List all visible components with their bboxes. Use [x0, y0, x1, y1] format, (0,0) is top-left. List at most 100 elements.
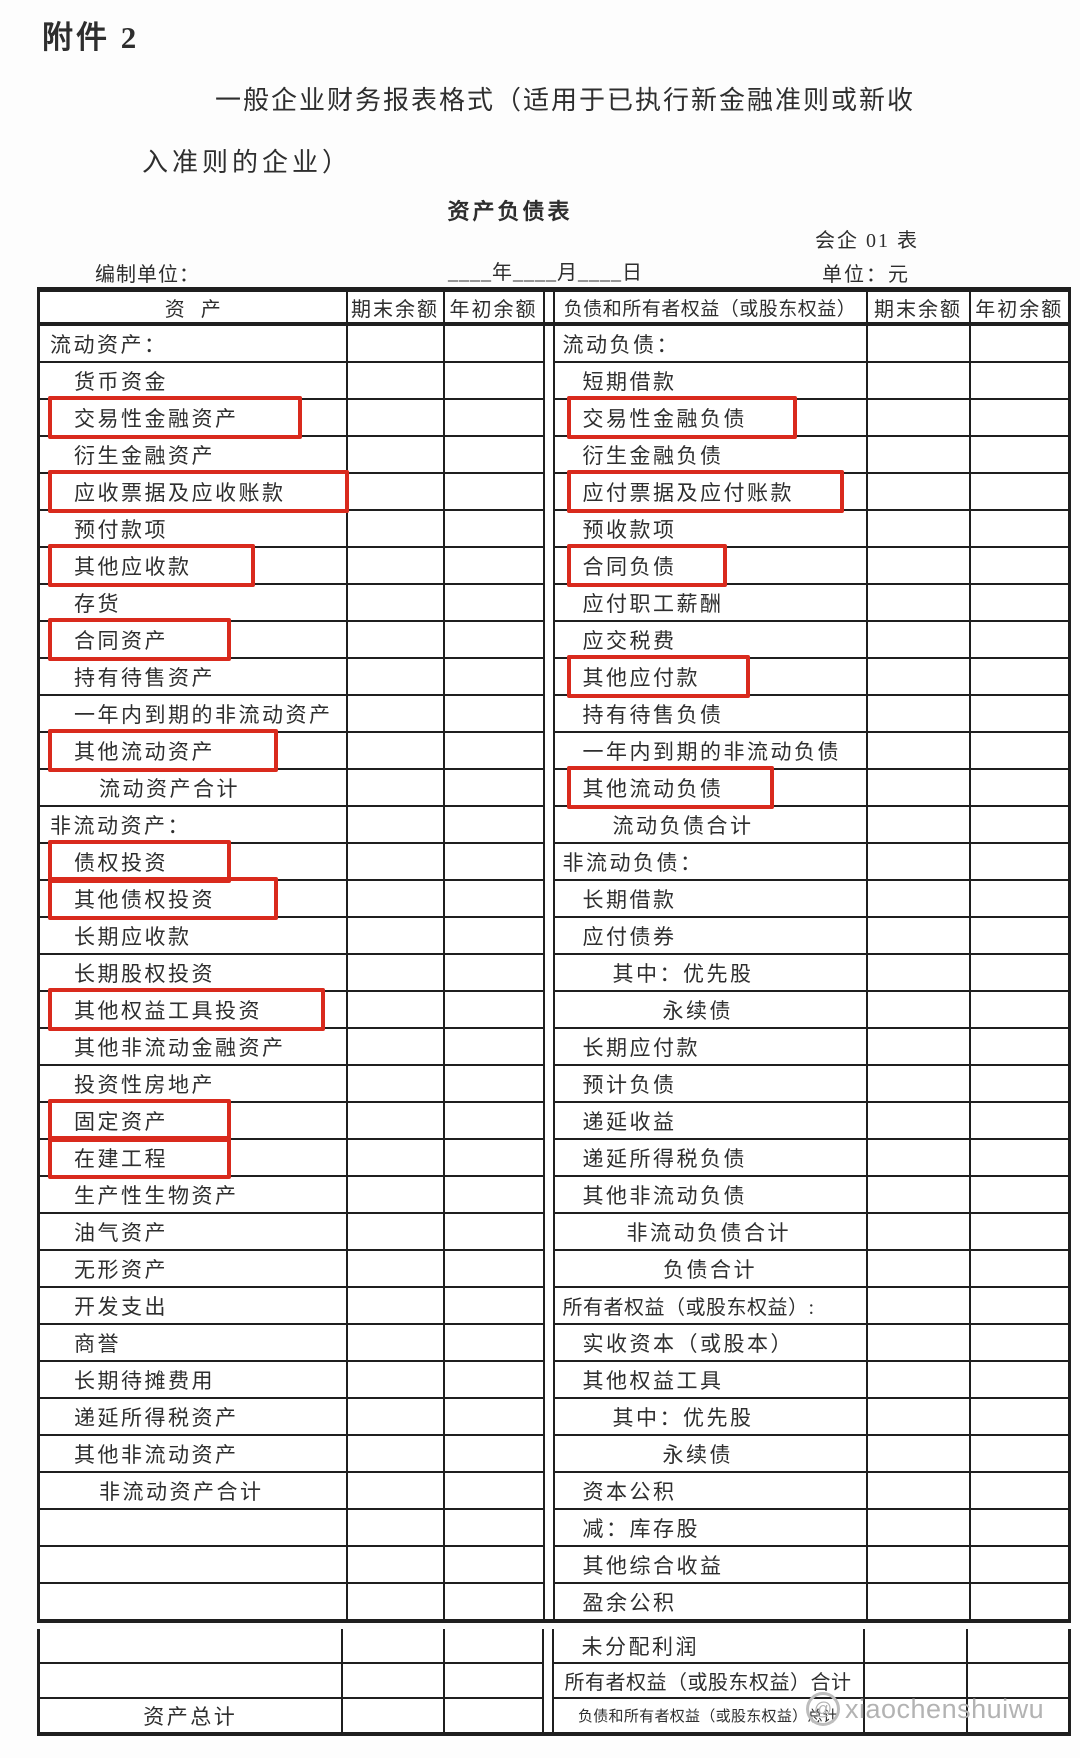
liability-beginning-balance-cell	[968, 916, 1071, 955]
liability-ending-balance-cell	[865, 398, 971, 437]
row-label: 永续债	[662, 1442, 733, 1467]
asset-name-cell	[37, 1582, 348, 1622]
liability-name-cell: 其他非流动负债	[552, 1175, 868, 1214]
row-label: 流动负债：	[562, 332, 680, 357]
document-title-line1: 一般企业财务报表格式（适用于已执行新金融准则或新收	[215, 86, 916, 115]
asset-name-cell: 资产总计	[37, 1697, 343, 1735]
liability-beginning-balance-cell	[968, 731, 1071, 770]
liability-beginning-balance-cell	[968, 1545, 1071, 1584]
liability-ending-balance-cell	[865, 472, 971, 511]
asset-name-cell: 固定资产	[37, 1099, 348, 1142]
balance-sheet-main-table: 资产 期末余额 年初余额 负债和所有者权益（或股东权益） 期末余额 年初余额 流…	[37, 287, 1071, 1623]
asset-ending-balance-cell	[345, 1323, 445, 1362]
balance-sheet-footer-table: 未分配利润所有者权益（或股东权益）合计 资产总计 负债和所有者权益（或股东权益）总计	[37, 1629, 1071, 1736]
liability-name-cell: 长期应付款	[552, 1027, 868, 1066]
asset-beginning-balance-cell	[442, 398, 545, 437]
asset-beginning-balance-cell	[442, 916, 545, 955]
asset-name-cell	[37, 1662, 343, 1699]
liability-name-cell: 预收款项	[552, 509, 868, 548]
asset-ending-balance-cell	[345, 1212, 445, 1251]
row-label: 所有者权益（或股东权益）:	[562, 1297, 815, 1319]
liability-name-cell: 非流动负债合计	[552, 1212, 868, 1251]
center-divider-cell	[542, 621, 555, 658]
center-divider-cell	[542, 473, 555, 510]
liability-name-cell: 其他权益工具	[552, 1360, 868, 1399]
asset-beginning-balance-cell	[442, 1323, 545, 1362]
asset-name-cell: 其他债权投资	[37, 877, 348, 920]
liability-name-cell: 减：库存股	[552, 1508, 868, 1547]
row-label: 货币资金	[74, 369, 168, 394]
liability-ending-balance-cell	[865, 1434, 971, 1473]
liability-beginning-balance-cell	[968, 805, 1071, 844]
asset-beginning-balance-cell	[442, 1027, 545, 1066]
asset-name-cell: 其他流动资产	[37, 729, 348, 772]
liability-name-cell: 其他应付款	[552, 655, 868, 698]
asset-ending-balance-cell	[345, 1397, 445, 1436]
table-row: 衍生金融资产 衍生金融负债	[37, 435, 1071, 474]
asset-name-cell: 流动资产：	[37, 323, 348, 363]
row-label: 递延所得税负债	[582, 1146, 747, 1171]
row-label: 合同资产	[74, 628, 168, 653]
asset-beginning-balance-cell	[442, 1064, 545, 1103]
liability-beginning-balance-cell	[968, 435, 1071, 474]
row-label: 负债和所有者权益（或股东权益）总计	[577, 1709, 839, 1725]
liability-name-cell: 负债和所有者权益（或股东权益）总计	[551, 1697, 865, 1735]
liability-beginning-balance-cell	[968, 1286, 1071, 1325]
asset-ending-balance-cell	[345, 1508, 445, 1547]
row-label: 合同负债	[582, 554, 677, 579]
liability-ending-balance-cell	[865, 1027, 971, 1066]
center-divider-cell	[542, 1324, 555, 1361]
liability-ending-balance-cell	[865, 323, 971, 363]
liability-ending-balance-cell	[862, 1697, 968, 1735]
row-label: 永续债	[662, 998, 733, 1023]
liability-ending-balance-cell	[865, 620, 971, 659]
column-header-assets: 资产	[37, 288, 348, 326]
center-divider-cell	[542, 954, 555, 991]
row-label: 盈余公积	[582, 1590, 677, 1615]
asset-ending-balance-cell	[345, 990, 445, 1029]
asset-name-cell: 递延所得税资产	[37, 1397, 348, 1436]
liability-beginning-balance-cell	[968, 1323, 1071, 1362]
row-label: 其他权益工具	[582, 1368, 724, 1393]
center-divider-cell	[542, 1213, 555, 1250]
center-divider-cell	[542, 843, 555, 880]
watermark: @ xiaochenshuiwu	[806, 1692, 1044, 1726]
asset-beginning-balance-cell	[442, 472, 545, 511]
liability-ending-balance-cell	[865, 953, 971, 992]
center-divider-cell	[542, 1509, 555, 1546]
table-row: 未分配利润	[37, 1629, 1071, 1664]
row-label: 未分配利润	[581, 1634, 699, 1659]
center-divider-cell	[542, 1435, 555, 1472]
row-label: 一年内到期的非流动资产	[74, 702, 333, 727]
liability-beginning-balance-cell	[968, 1249, 1071, 1288]
asset-name-cell	[37, 1629, 343, 1664]
asset-name-cell: 长期待摊费用	[37, 1360, 348, 1399]
asset-ending-balance-cell	[345, 657, 445, 696]
asset-name-cell: 非流动资产合计	[37, 1471, 348, 1510]
table-row: 其他非流动资产 永续债	[37, 1434, 1071, 1473]
liability-beginning-balance-cell	[968, 1434, 1071, 1473]
liability-ending-balance-cell	[865, 990, 971, 1029]
row-label: 其他流动负债	[582, 776, 724, 801]
center-divider-cell	[542, 510, 555, 547]
liability-beginning-balance-cell	[968, 1101, 1071, 1140]
table-row: 流动资产合计 其他流动负债	[37, 766, 1071, 809]
table-row: 生产性生物资产 其他非流动负债	[37, 1175, 1071, 1214]
asset-beginning-balance-cell	[442, 1249, 545, 1288]
row-label: 交易性金融负债	[582, 406, 747, 431]
liability-name-cell: 盈余公积	[552, 1582, 868, 1622]
center-divider-cell	[542, 584, 555, 621]
table-row: 流动资产： 流动负债：	[37, 323, 1071, 363]
table-row: 长期应收款 应付债券	[37, 916, 1071, 955]
row-label: 递延收益	[582, 1109, 677, 1134]
asset-name-cell: 交易性金融资产	[37, 396, 348, 439]
liability-beginning-balance-cell	[965, 1662, 1071, 1699]
table-row: 投资性房地产 预计负债	[37, 1064, 1071, 1103]
liability-name-cell: 其他综合收益	[552, 1545, 868, 1584]
red-highlight-box	[48, 1136, 231, 1179]
liability-ending-balance-cell	[865, 694, 971, 733]
table-row: 所有者权益（或股东权益）合计	[37, 1662, 1071, 1699]
liability-ending-balance-cell	[865, 1138, 971, 1177]
center-divider-cell	[542, 362, 555, 399]
